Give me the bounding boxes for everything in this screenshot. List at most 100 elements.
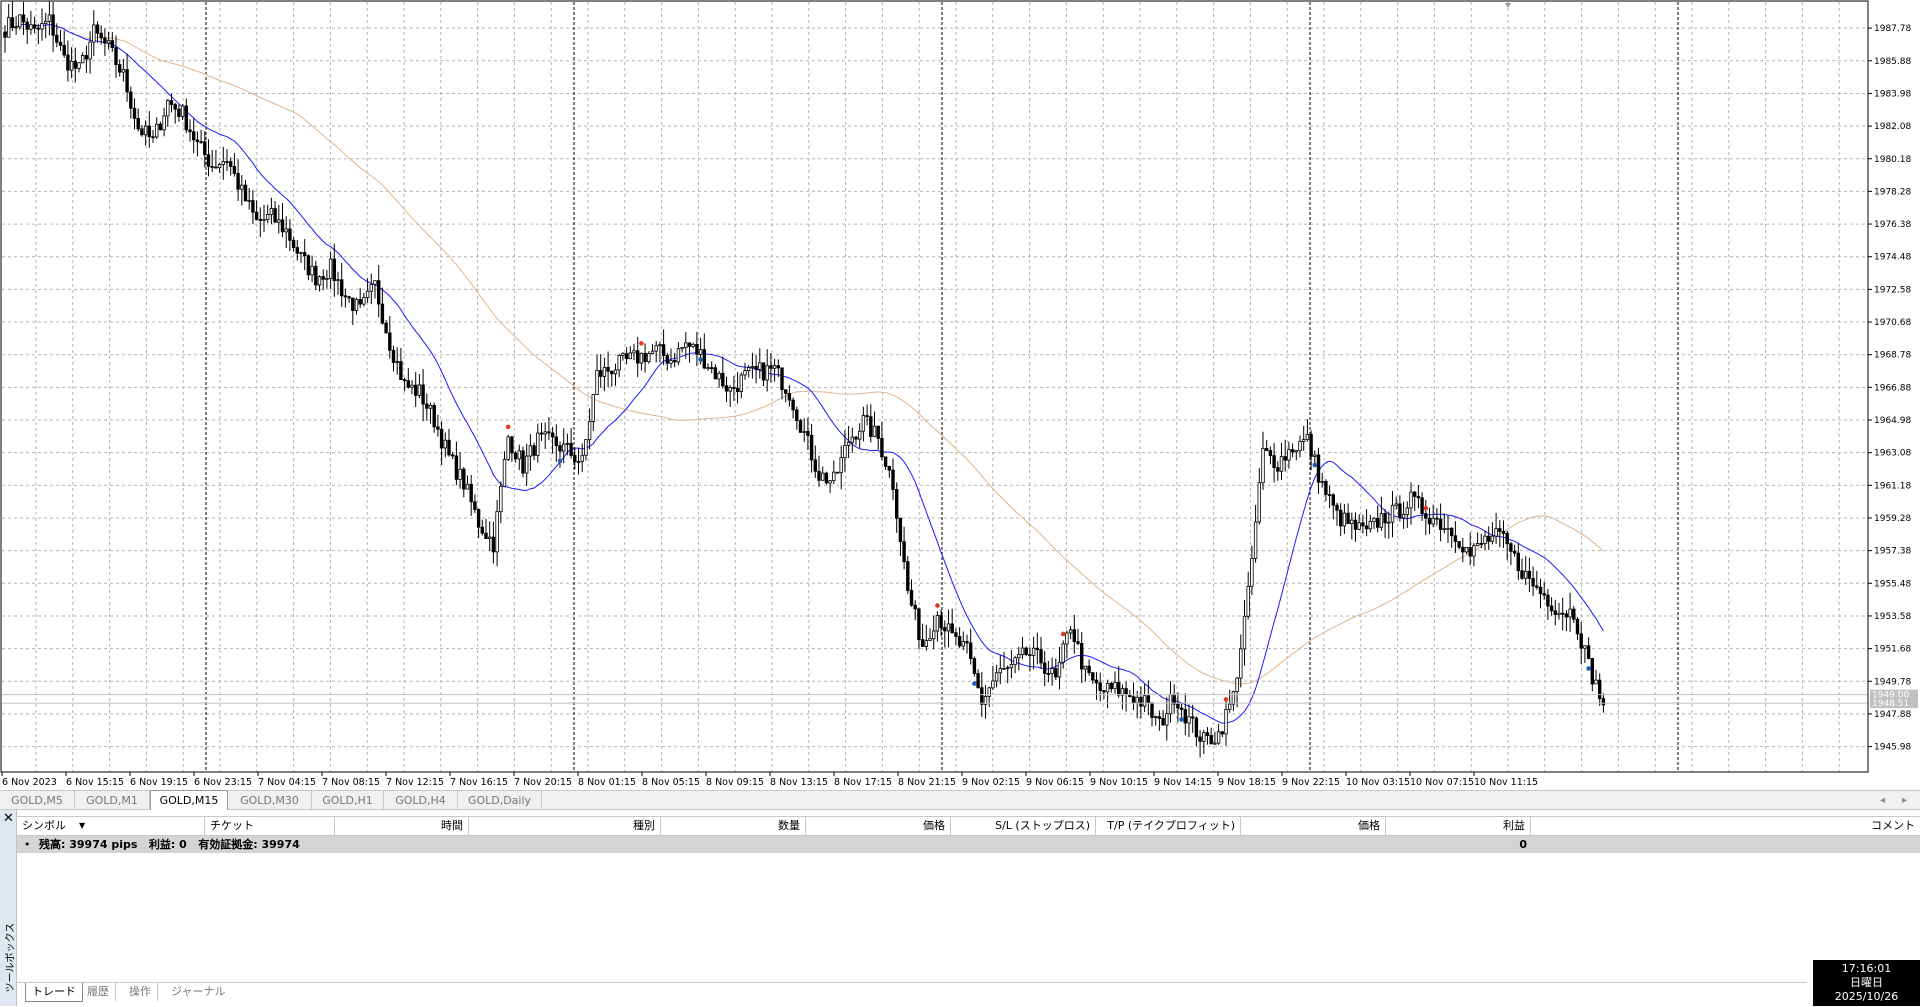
col-stop-loss[interactable]: S/L (ストップロス) [951,817,1096,835]
candle-body [580,454,584,462]
candle-body [1135,696,1139,704]
candle-body [277,219,281,223]
candle-body [854,436,858,440]
candle-body [521,450,525,474]
candle-body [391,349,396,363]
candle-body [1228,703,1232,710]
candle-body [584,439,588,456]
price-axis-label: 1987.78 [1874,24,1911,34]
candle-body [513,452,518,460]
candle-body [1427,517,1432,525]
candle-body [62,44,66,56]
candle-body [25,21,29,30]
candle-body [669,360,673,364]
candle-body [895,489,899,519]
col-symbol[interactable]: シンボル ▼ [17,817,205,835]
candle-body [647,353,651,363]
candle-body [247,200,251,202]
tab-operations[interactable]: 操作 [123,983,158,1001]
candle-body [1450,527,1454,537]
candle-body [1283,456,1287,461]
candle-body [613,369,618,375]
tab-journal[interactable]: ジャーナル [171,985,226,998]
candle-body [10,17,15,28]
candle-body [969,642,973,659]
candle-body [1487,535,1491,542]
candle-body [957,635,962,647]
tab-scroll-left-icon[interactable]: ◂ [1880,795,1886,806]
candle-body [1405,507,1409,515]
candle-body [1209,735,1213,745]
tab-gold-m5[interactable]: GOLD,M5 [0,791,75,810]
candle-body [943,627,947,632]
col-current-price[interactable]: 価格 [1241,817,1386,835]
candle-body [1464,547,1469,553]
tab-gold-m15[interactable]: GOLD,M15 [150,790,228,810]
candle-body [980,687,984,705]
candle-body [184,105,188,131]
candle-body [1098,682,1102,691]
tab-trade[interactable]: トレード [25,983,83,1002]
tab-gold-m30[interactable]: GOLD,M30 [228,791,312,810]
candle-body [1057,661,1062,678]
col-comment[interactable]: コメント [1871,819,1915,832]
candle-body [288,228,292,241]
price-chart[interactable]: 1987.78 1985.88 1983.98 1982.08 1980.18 1978.… [0,0,1920,790]
candle-body [1257,482,1261,523]
col-profit[interactable]: 利益 [1386,817,1531,835]
candle-body [228,161,233,167]
candle-body [1028,654,1032,656]
candle-body [203,141,207,156]
ma-slow-line [4,23,1604,685]
price-axis-label: 1964.98 [1874,416,1911,426]
candle-body [525,455,529,474]
candle-body [295,247,299,254]
candle-body [1438,518,1443,530]
candle-body [376,280,381,305]
candle-body [1039,649,1043,664]
col-time[interactable]: 時間 [335,817,469,835]
candle-body [69,60,74,71]
balance-summary-row[interactable]: • 残高: 39974 pips 利益: 0 有効証拠金: 39974 0 [17,836,1920,853]
chart-canvas[interactable]: 1987.78 1985.88 1983.98 1982.08 1980.18 1978.… [0,0,1920,790]
candle-body [447,439,451,456]
candle-body [887,465,891,471]
time-axis-label: 8 Nov 17:15 [834,777,892,788]
candle-body [872,425,877,437]
col-ticket[interactable]: チケット [205,817,335,835]
tab-gold-daily[interactable]: GOLD,Daily [458,791,542,810]
candle-body [687,342,692,347]
candle-body [587,421,592,440]
tab-gold-h4[interactable]: GOLD,H4 [384,791,458,810]
candle-body [1361,522,1365,527]
candle-body [395,361,399,363]
candle-body [1046,672,1051,675]
tab-gold-h1[interactable]: GOLD,H1 [312,791,384,810]
col-take-profit[interactable]: T/P (テイクプロフィット) [1096,817,1241,835]
candle-body [1246,585,1250,617]
col-price[interactable]: 価格 [806,817,951,835]
tab-scroll-right-icon[interactable]: ▸ [1902,795,1908,806]
candle-body [706,367,710,370]
toolbox-vertical-label: ツールボックス [5,922,17,993]
col-volume[interactable]: 数量 [661,817,806,835]
balance-profit-value: 0 [1519,838,1527,851]
candle-body [717,372,721,380]
candle-body [1549,605,1554,612]
price-axis-label: 1955.48 [1874,579,1911,589]
candle-body [1035,647,1039,650]
close-icon[interactable]: ✕ [3,811,14,826]
tab-gold-m1[interactable]: GOLD,M1 [75,791,150,810]
col-type[interactable]: 種別 [469,817,661,835]
candle-body [1376,518,1380,528]
candle-body [1368,521,1372,530]
candle-body [136,118,140,130]
candle-body [458,468,462,480]
candle-body [1231,691,1236,705]
candle-body [1490,535,1495,542]
buy-marker [1312,462,1318,468]
chevron-down-icon[interactable]: ▼ [79,821,86,830]
timeframe-tab-bar: GOLD,M5 GOLD,M1 GOLD,M15 GOLD,M30 GOLD,H… [0,790,1920,810]
price-axis-label: 1945.98 [1874,743,1911,753]
tab-history[interactable]: 履歴 [81,983,116,1001]
